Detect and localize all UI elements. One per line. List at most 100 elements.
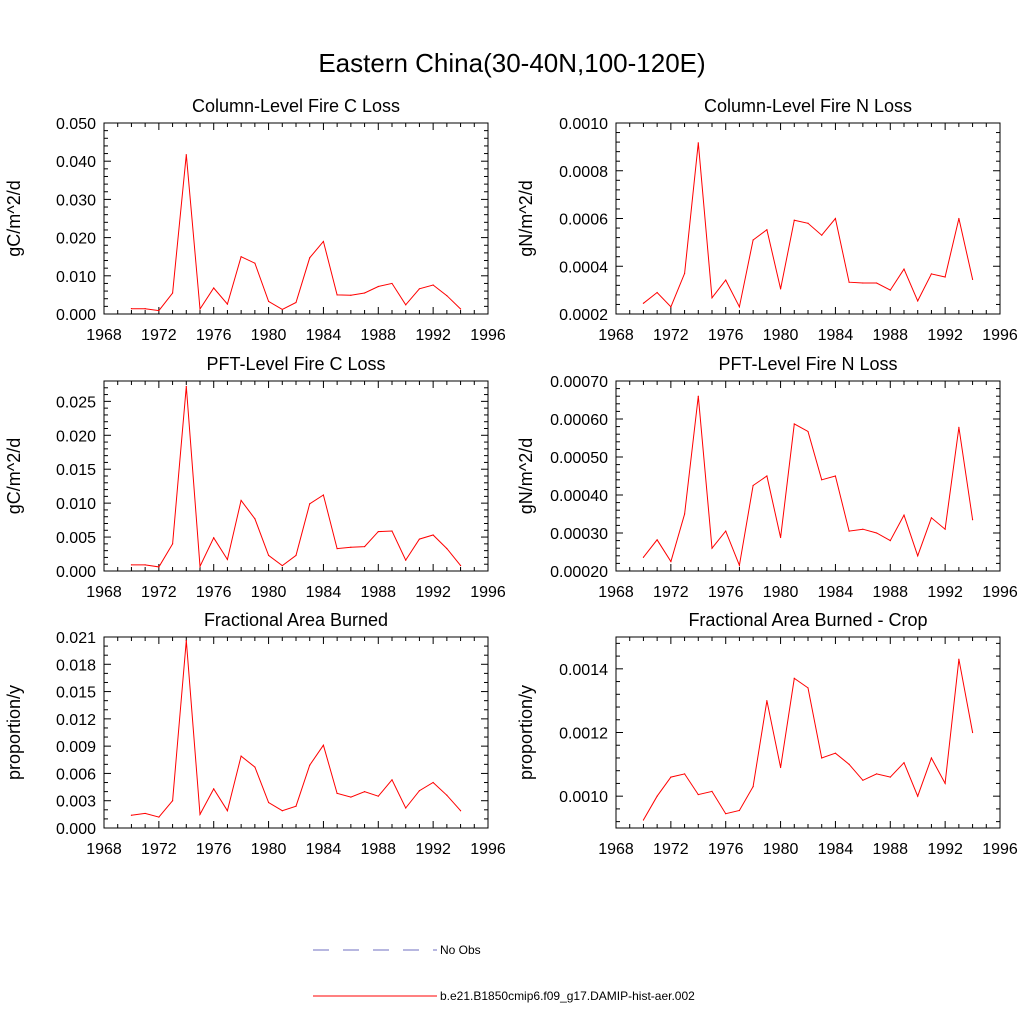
data-point [350,796,352,798]
x-tick-label: 1984 [306,327,342,344]
y-tick-label: 0.0004 [559,259,608,276]
data-point [944,528,946,530]
data-point [683,773,686,775]
y-tick-label: 0.040 [56,154,96,171]
panel-title: PFT-Level Fire C Loss [206,354,385,374]
x-tick-label: 1984 [818,327,854,344]
data-point [711,790,713,792]
data-point [322,240,325,243]
x-tick-label: 1968 [598,841,634,858]
data-point [459,564,462,567]
data-point [875,773,878,775]
data-point [254,518,256,520]
y-axis-label: gN/m^2/d [516,438,536,514]
data-point [405,559,407,561]
plot-frame [615,122,1001,315]
y-tick-label: 0.0002 [559,307,608,324]
data-point [697,395,699,397]
y-axis-label: proportion/y [516,685,536,780]
y-tick-label: 0.0008 [559,164,608,181]
data-point [158,566,160,568]
data-point [295,554,297,556]
y-tick-label: 0.0012 [559,726,608,743]
x-tick-label: 1972 [653,841,689,858]
data-point [670,306,672,308]
data-point [377,795,379,797]
data-point [944,276,946,278]
x-tick-label: 1976 [196,584,232,601]
data-point [944,782,946,785]
data-point [363,545,366,548]
panel-title: Column-Level Fire N Loss [704,96,912,116]
data-point [834,475,837,477]
data-point [903,268,905,270]
data-point [766,700,768,702]
x-tick-label: 1984 [306,841,342,858]
data-point [185,154,187,156]
legend-label: No Obs [440,943,481,957]
plot-frame [103,380,489,572]
data-point [391,779,393,781]
data-point [766,475,768,477]
chart-panel: 1968 1972 1976 1980 1984 1988 1992 1996 0.000 0.0… [4,96,506,344]
data-point [295,301,297,304]
data-point [295,805,297,807]
x-tick-label: 1996 [470,584,506,601]
data-point [971,278,974,280]
data-point [185,385,187,388]
data-point [889,289,891,291]
data-point [807,687,809,689]
data-point [793,423,795,425]
data-point [642,819,645,821]
data-point [130,308,133,310]
y-tick-label: 0.00070 [550,374,608,391]
y-tick-label: 0.0006 [559,212,608,229]
data-point [848,530,850,532]
x-tick-label: 1988 [360,327,396,344]
data-point [322,494,325,496]
data-point [267,554,270,556]
data-point [254,766,256,768]
data-point [752,239,754,241]
data-point [336,792,338,795]
y-tick-label: 0.018 [56,657,96,674]
data-point [752,786,754,788]
data-point [875,282,878,284]
x-tick-label: 1968 [86,584,122,601]
data-point [834,217,837,220]
x-tick-label: 1968 [598,327,634,344]
x-tick-label: 1988 [872,584,908,601]
y-axis-label: gC/m^2/d [4,438,24,514]
data-point [725,530,727,532]
data-point [683,272,686,275]
x-tick-label: 1992 [415,584,451,601]
series-line [131,386,461,569]
x-tick-label: 1996 [982,584,1018,601]
y-tick-label: 0.020 [56,428,96,445]
data-point [199,308,201,310]
data-point [336,294,338,296]
y-axis-label: proportion/y [4,685,24,780]
data-point [363,791,366,793]
data-point [697,142,699,144]
x-tick-label: 1976 [196,841,232,858]
data-point [446,548,448,550]
x-tick-label: 1972 [141,841,177,858]
y-tick-label: 0.010 [56,269,96,286]
data-point [418,790,421,792]
data-point [821,757,823,759]
data-point [683,513,686,515]
data-point [848,281,850,283]
x-tick-label: 1972 [653,584,689,601]
data-point [226,558,229,561]
y-tick-label: 0.00050 [550,450,608,467]
data-point [971,731,974,734]
data-point [752,484,754,487]
data-point [267,300,270,302]
data-point [171,292,174,294]
series-line [131,640,461,818]
x-tick-label: 1976 [708,584,744,601]
data-point [363,292,366,294]
data-point [391,530,393,532]
x-tick-label: 1972 [653,327,689,344]
